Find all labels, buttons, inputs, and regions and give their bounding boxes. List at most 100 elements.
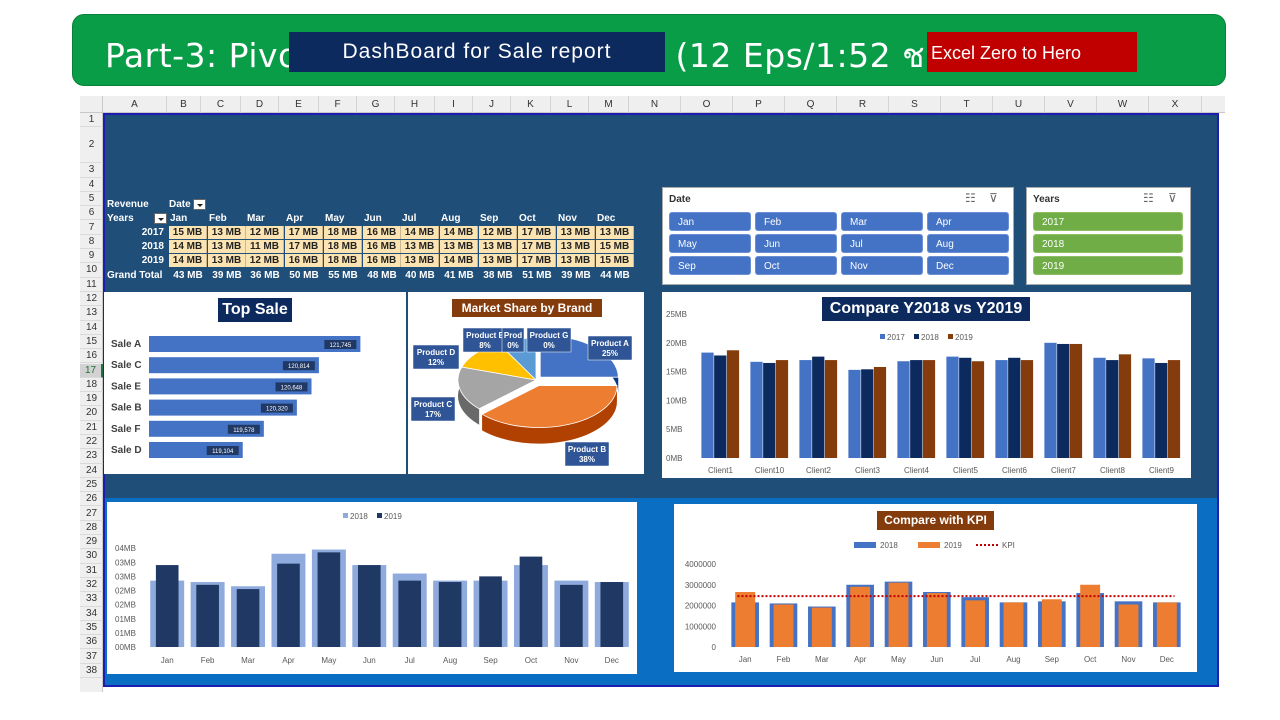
pivot-cell[interactable]: 14 MB (169, 254, 207, 267)
pivot-cell[interactable]: 11 MB (246, 240, 284, 253)
kpi-bar-2019[interactable] (888, 582, 909, 647)
pivot-cell[interactable]: 14 MB (169, 240, 207, 253)
pivot-cell[interactable]: 12 MB (246, 226, 284, 239)
row-header[interactable]: 25 (80, 478, 103, 493)
monthly-bar-2019[interactable] (479, 576, 502, 647)
row-header[interactable]: 38 (80, 664, 103, 679)
pivot-cell[interactable]: 17 MB (285, 240, 323, 253)
month-slicer-button[interactable]: Jun (755, 234, 837, 253)
row-header[interactable]: 5 (80, 192, 103, 207)
row-header[interactable]: 3 (80, 163, 103, 178)
row-header[interactable]: 13 (80, 306, 103, 321)
pivot-cell[interactable]: 18 MB (324, 254, 362, 267)
row-header[interactable]: 30 (80, 549, 103, 564)
top-sale-bar[interactable] (149, 399, 297, 416)
monthly-bar-2019[interactable] (560, 584, 583, 647)
pie-slice[interactable] (457, 366, 538, 410)
client-bar[interactable] (775, 360, 789, 458)
kpi-bar-2019[interactable] (811, 607, 832, 647)
column-header[interactable]: V (1045, 96, 1097, 113)
top-sale-bar[interactable] (149, 378, 312, 395)
column-header[interactable]: O (681, 96, 733, 113)
month-slicer-button[interactable]: Dec (927, 256, 1009, 275)
pivot-cell[interactable]: 13 MB (208, 254, 246, 267)
pivot-cell[interactable]: 17 MB (518, 226, 556, 239)
pivot-cell[interactable]: 13 MB (479, 240, 517, 253)
row-header[interactable]: 9 (80, 249, 103, 264)
client-bar[interactable] (1044, 342, 1057, 458)
client-bar[interactable] (701, 352, 714, 458)
clear-filter-icon[interactable]: ⊽ (1168, 191, 1177, 205)
monthly-bar-2019[interactable] (317, 552, 341, 647)
pivot-cell[interactable]: 18 MB (324, 226, 362, 239)
row-header[interactable]: 20 (80, 406, 103, 421)
client-bar[interactable] (1008, 357, 1021, 458)
column-header[interactable]: G (357, 96, 395, 113)
pivot-cell[interactable]: 18 MB (324, 240, 362, 253)
row-header[interactable]: 2 (80, 127, 103, 164)
kpi-bar-2019[interactable] (1041, 599, 1062, 647)
years-slicer[interactable]: Years ☷ ⊽ 2017 2018 2019 (1026, 187, 1191, 285)
client-bar[interactable] (897, 361, 910, 458)
monthly-bar-2019[interactable] (277, 563, 300, 647)
kpi-bar-2019[interactable] (965, 600, 986, 647)
date-slicer[interactable]: Date ☷ ⊽ Jan Feb Mar Apr May Jun Jul Aug Sep Oct N… (662, 187, 1014, 285)
monthly-bar-2019[interactable] (398, 580, 422, 647)
kpi-bar-2019[interactable] (1003, 602, 1024, 647)
column-header[interactable]: M (589, 96, 629, 113)
row-header[interactable]: 34 (80, 607, 103, 621)
row-header[interactable]: 24 (80, 464, 103, 478)
monthly-chart[interactable]: 00MB 01MB 01MB 02MB 02MB 03MB 03MB 04MB 2018 2019… (107, 502, 637, 674)
column-header[interactable]: K (511, 96, 551, 113)
year-slicer-button[interactable]: 2019 (1033, 256, 1183, 275)
kpi-bar-2019[interactable] (1118, 604, 1139, 647)
kpi-chart[interactable]: Compare with KPI 0 1000000 2000000 3000000 4… (674, 504, 1197, 672)
multi-select-icon[interactable]: ☷ (1143, 191, 1154, 205)
kpi-bar-2019[interactable] (850, 586, 871, 647)
row-header[interactable]: 21 (80, 421, 103, 435)
kpi-bar-2019[interactable] (1080, 584, 1101, 647)
row-header[interactable]: 33 (80, 592, 103, 607)
monthly-bar-2019[interactable] (236, 589, 260, 647)
row-header[interactable]: 4 (80, 178, 103, 192)
month-slicer-button[interactable]: Nov (841, 256, 923, 275)
row-header[interactable]: 19 (80, 392, 103, 407)
kpi-bar-2019[interactable] (1156, 602, 1177, 647)
pivot-cell[interactable]: 13 MB (440, 240, 478, 253)
client-bar[interactable] (763, 362, 776, 458)
pivot-cell[interactable]: 14 MB (440, 254, 478, 267)
row-header[interactable]: 29 (80, 535, 103, 550)
row-header[interactable]: 31 (80, 564, 103, 578)
column-header[interactable]: L (551, 96, 589, 113)
month-slicer-button[interactable]: Apr (927, 212, 1009, 231)
column-header[interactable]: D (241, 96, 279, 113)
client-bar[interactable] (726, 350, 740, 458)
pivot-cell[interactable]: 16 MB (363, 240, 401, 253)
column-header[interactable]: T (941, 96, 993, 113)
month-slicer-button[interactable]: Feb (755, 212, 837, 231)
client-bar[interactable] (1020, 360, 1034, 458)
pivot-cell[interactable]: 14 MB (401, 226, 439, 239)
row-header[interactable]: 7 (80, 221, 103, 235)
column-header[interactable]: N (629, 96, 681, 113)
pivot-cell[interactable]: 12 MB (479, 226, 517, 239)
pivot-cell[interactable]: 16 MB (363, 254, 401, 267)
top-sale-bar[interactable] (149, 336, 361, 352)
column-header[interactable]: C (201, 96, 241, 113)
pivot-cell[interactable]: 13 MB (401, 240, 439, 253)
row-header[interactable]: 16 (80, 349, 103, 364)
pivot-cell[interactable]: 13 MB (557, 254, 595, 267)
pivot-cell[interactable]: 17 MB (518, 240, 556, 253)
top-sale-bar[interactable] (149, 357, 319, 374)
kpi-bar-2019[interactable] (735, 592, 756, 647)
column-header[interactable]: I (435, 96, 473, 113)
client-bar[interactable] (1142, 358, 1155, 458)
client-bar[interactable] (959, 357, 972, 458)
row-header[interactable]: 15 (80, 335, 103, 350)
client-bar[interactable] (1093, 357, 1106, 458)
pivot-cell[interactable]: 12 MB (246, 254, 284, 267)
pivot-cell[interactable]: 17 MB (518, 254, 556, 267)
column-header[interactable]: W (1097, 96, 1149, 113)
month-slicer-button[interactable]: Jan (669, 212, 751, 231)
pivot-cell[interactable]: 15 MB (169, 226, 207, 239)
